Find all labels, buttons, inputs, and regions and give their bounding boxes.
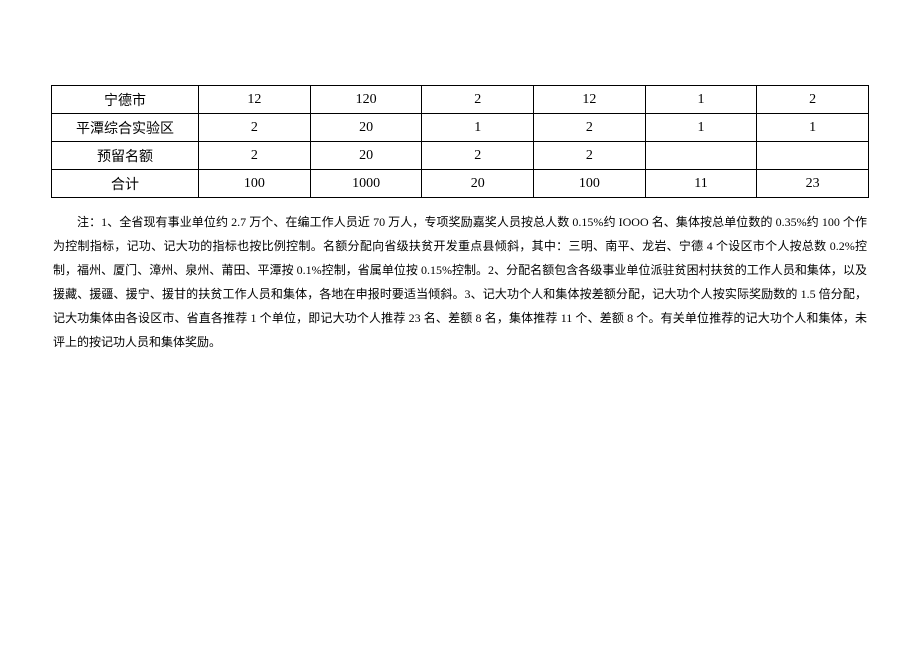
table-row: 预留名额 2 20 2 2 [52, 142, 869, 170]
table-row: 宁德市 12 120 2 12 1 2 [52, 86, 869, 114]
allocation-table: 宁德市 12 120 2 12 1 2 平潭综合实验区 2 20 1 2 1 1… [51, 85, 869, 198]
cell: 120 [310, 86, 422, 114]
cell: 100 [534, 170, 646, 198]
cell: 2 [534, 114, 646, 142]
row-name: 平潭综合实验区 [52, 114, 199, 142]
row-name: 合计 [52, 170, 199, 198]
cell: 23 [757, 170, 869, 198]
cell: 20 [310, 142, 422, 170]
table-row-total: 合计 100 1000 20 100 11 23 [52, 170, 869, 198]
notes-paragraph: 注：1、全省现有事业单位约 2.7 万个、在编工作人员近 70 万人，专项奖励嘉… [51, 210, 869, 354]
cell: 1000 [310, 170, 422, 198]
cell: 1 [757, 114, 869, 142]
cell [757, 142, 869, 170]
cell: 1 [645, 86, 757, 114]
row-name: 宁德市 [52, 86, 199, 114]
cell: 2 [422, 142, 534, 170]
cell: 12 [534, 86, 646, 114]
cell: 11 [645, 170, 757, 198]
cell: 2 [199, 142, 311, 170]
cell: 100 [199, 170, 311, 198]
table-row: 平潭综合实验区 2 20 1 2 1 1 [52, 114, 869, 142]
cell [645, 142, 757, 170]
cell: 2 [534, 142, 646, 170]
cell: 1 [422, 114, 534, 142]
cell: 12 [199, 86, 311, 114]
cell: 2 [757, 86, 869, 114]
cell: 20 [310, 114, 422, 142]
row-name: 预留名额 [52, 142, 199, 170]
cell: 1 [645, 114, 757, 142]
cell: 20 [422, 170, 534, 198]
table-body: 宁德市 12 120 2 12 1 2 平潭综合实验区 2 20 1 2 1 1… [52, 86, 869, 198]
cell: 2 [422, 86, 534, 114]
cell: 2 [199, 114, 311, 142]
